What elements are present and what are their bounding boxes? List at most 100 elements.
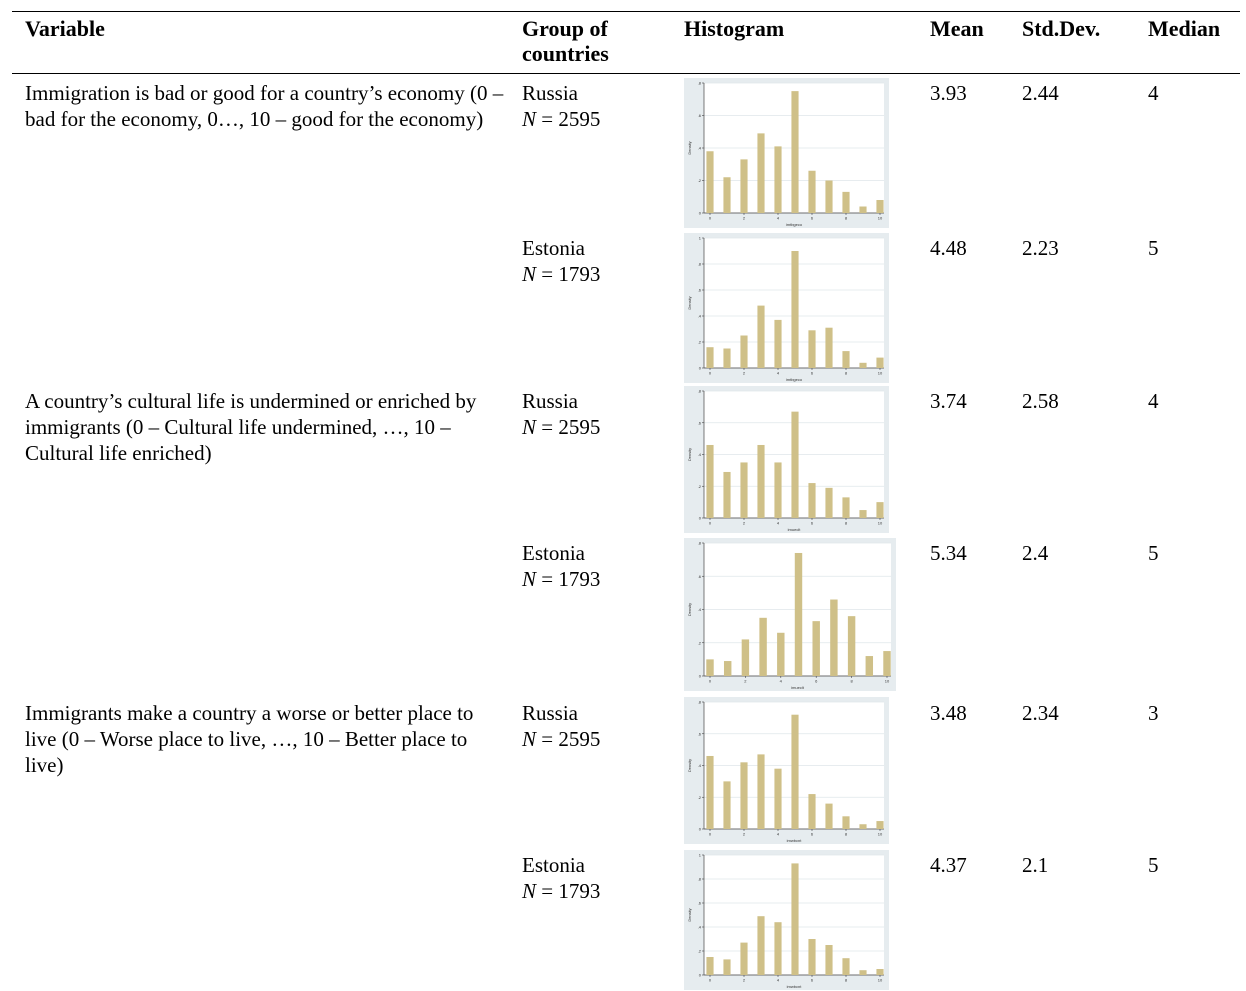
histogram-bar [757, 305, 765, 368]
x-tick-label: 10 [885, 679, 890, 684]
std-value: 2.34 [1022, 701, 1059, 725]
x-tick-label: 8 [845, 216, 848, 221]
x-tick-label: 0 [709, 679, 712, 684]
histogram-bar [740, 462, 748, 518]
y-tick-label: .8 [698, 81, 702, 86]
histogram-bar [859, 970, 867, 975]
std-value: 2.1 [1022, 853, 1049, 877]
histogram-bar [757, 444, 765, 518]
country-name: Estonia [522, 541, 585, 565]
y-tick-label: .2 [698, 795, 702, 800]
y-tick-label: .2 [698, 484, 702, 489]
group-cell: Russia N = 2595 [522, 388, 672, 440]
n-value: = 2595 [541, 415, 601, 439]
country-name: Russia [522, 389, 579, 413]
histogram-bar [706, 957, 714, 975]
histogram-bar [865, 656, 874, 676]
group-cell: Estonia N = 1793 [522, 540, 672, 592]
x-tick-label: 10 [878, 978, 883, 983]
x-tick-label: 2 [743, 978, 746, 983]
median-value: 4 [1148, 389, 1159, 413]
sample-size: N = 1793 [522, 878, 672, 904]
x-axis-label: imtbgeco [786, 222, 803, 227]
histogram-bar [777, 632, 785, 676]
y-tick-label: .8 [698, 541, 702, 546]
histogram-bar [757, 916, 765, 975]
x-tick-label: 6 [811, 216, 814, 221]
x-tick-label: 8 [845, 832, 848, 837]
y-tick-label: .8 [698, 262, 702, 267]
mean-value: 4.37 [930, 853, 967, 877]
y-tick-label: .4 [698, 607, 702, 612]
histogram-bar [876, 502, 884, 518]
header-histogram: Histogram [684, 16, 785, 41]
histogram-bar [808, 170, 816, 213]
std-value: 2.44 [1022, 81, 1059, 105]
x-tick-label: 10 [878, 832, 883, 837]
histogram-bar [774, 146, 782, 213]
x-tick-label: 6 [815, 679, 818, 684]
group-cell: Estonia N = 1793 [522, 235, 672, 287]
histogram-bar [847, 616, 856, 676]
x-tick-label: 8 [845, 521, 848, 526]
y-tick-label: .6 [698, 420, 702, 425]
y-axis-label: Density [687, 296, 692, 309]
mean-value: 3.74 [930, 389, 967, 413]
x-tick-label: 6 [811, 832, 814, 837]
y-tick-label: .6 [698, 113, 702, 118]
x-tick-label: 2 [743, 832, 746, 837]
histogram-bar [791, 411, 799, 518]
histogram-svg: 0 .2 .4 .6 .8 0 2 4 6 8 10 imwbcnt Density [687, 700, 884, 843]
x-axis-label: imtbgeco [786, 377, 803, 382]
x-tick-label: 8 [850, 679, 853, 684]
country-name: Russia [522, 81, 579, 105]
country-name: Russia [522, 701, 579, 725]
histogram-bar [808, 939, 816, 975]
histogram-bar [859, 824, 867, 829]
histogram-svg: 0 .2 .4 .6 .8 0 2 4 6 8 10 imueclt Density [687, 541, 891, 690]
histogram-bar [723, 661, 732, 676]
n-symbol: N [522, 415, 537, 439]
y-tick-label: .6 [698, 288, 702, 293]
n-value: = 2595 [541, 727, 601, 751]
histogram-bar [706, 151, 714, 213]
histogram-bar [774, 462, 782, 518]
x-tick-label: 4 [777, 978, 780, 983]
x-tick-label: 8 [845, 371, 848, 376]
n-value: = 1793 [541, 567, 601, 591]
x-tick-label: 4 [777, 521, 780, 526]
y-tick-label: .4 [698, 314, 702, 319]
histogram-bar [757, 754, 765, 829]
histogram: 0 .2 .4 .6 .8 0 2 4 6 8 10 imwbcnt Density [684, 697, 889, 844]
histogram-bar [774, 768, 782, 829]
x-tick-label: 0 [709, 978, 712, 983]
y-tick-label: .2 [698, 340, 702, 345]
y-tick-label: 1 [699, 853, 702, 858]
std-value: 2.4 [1022, 541, 1049, 565]
x-axis-label: imueclt [788, 527, 802, 532]
header-std: Std.Dev. [1022, 16, 1101, 41]
histogram-bar [842, 351, 850, 368]
histogram-bar [740, 762, 748, 829]
median-value: 5 [1148, 236, 1159, 260]
histogram-bar [740, 159, 748, 213]
sample-size: N = 1793 [522, 261, 672, 287]
y-tick-label: .8 [698, 389, 702, 394]
y-tick-label: .6 [698, 901, 702, 906]
y-tick-label: .2 [698, 949, 702, 954]
y-axis-label: Density [687, 448, 692, 461]
histogram-bar [757, 133, 765, 213]
histogram-bar [808, 483, 816, 518]
y-axis-label: Density [687, 908, 692, 921]
histogram-bar [842, 816, 850, 829]
histogram: 0 .2 .4 .6 .8 0 2 4 6 8 10 imueclt Density [684, 538, 896, 691]
sample-size: N = 2595 [522, 106, 672, 132]
variable-text: Immigration is bad or good for a country… [25, 81, 504, 131]
histogram-bar [706, 755, 714, 829]
mean-value: 3.48 [930, 701, 967, 725]
histogram-bar [830, 599, 838, 676]
variable-text: Immigrants make a country a worse or bet… [25, 701, 474, 777]
median-value: 3 [1148, 701, 1159, 725]
n-value: = 2595 [541, 107, 601, 131]
